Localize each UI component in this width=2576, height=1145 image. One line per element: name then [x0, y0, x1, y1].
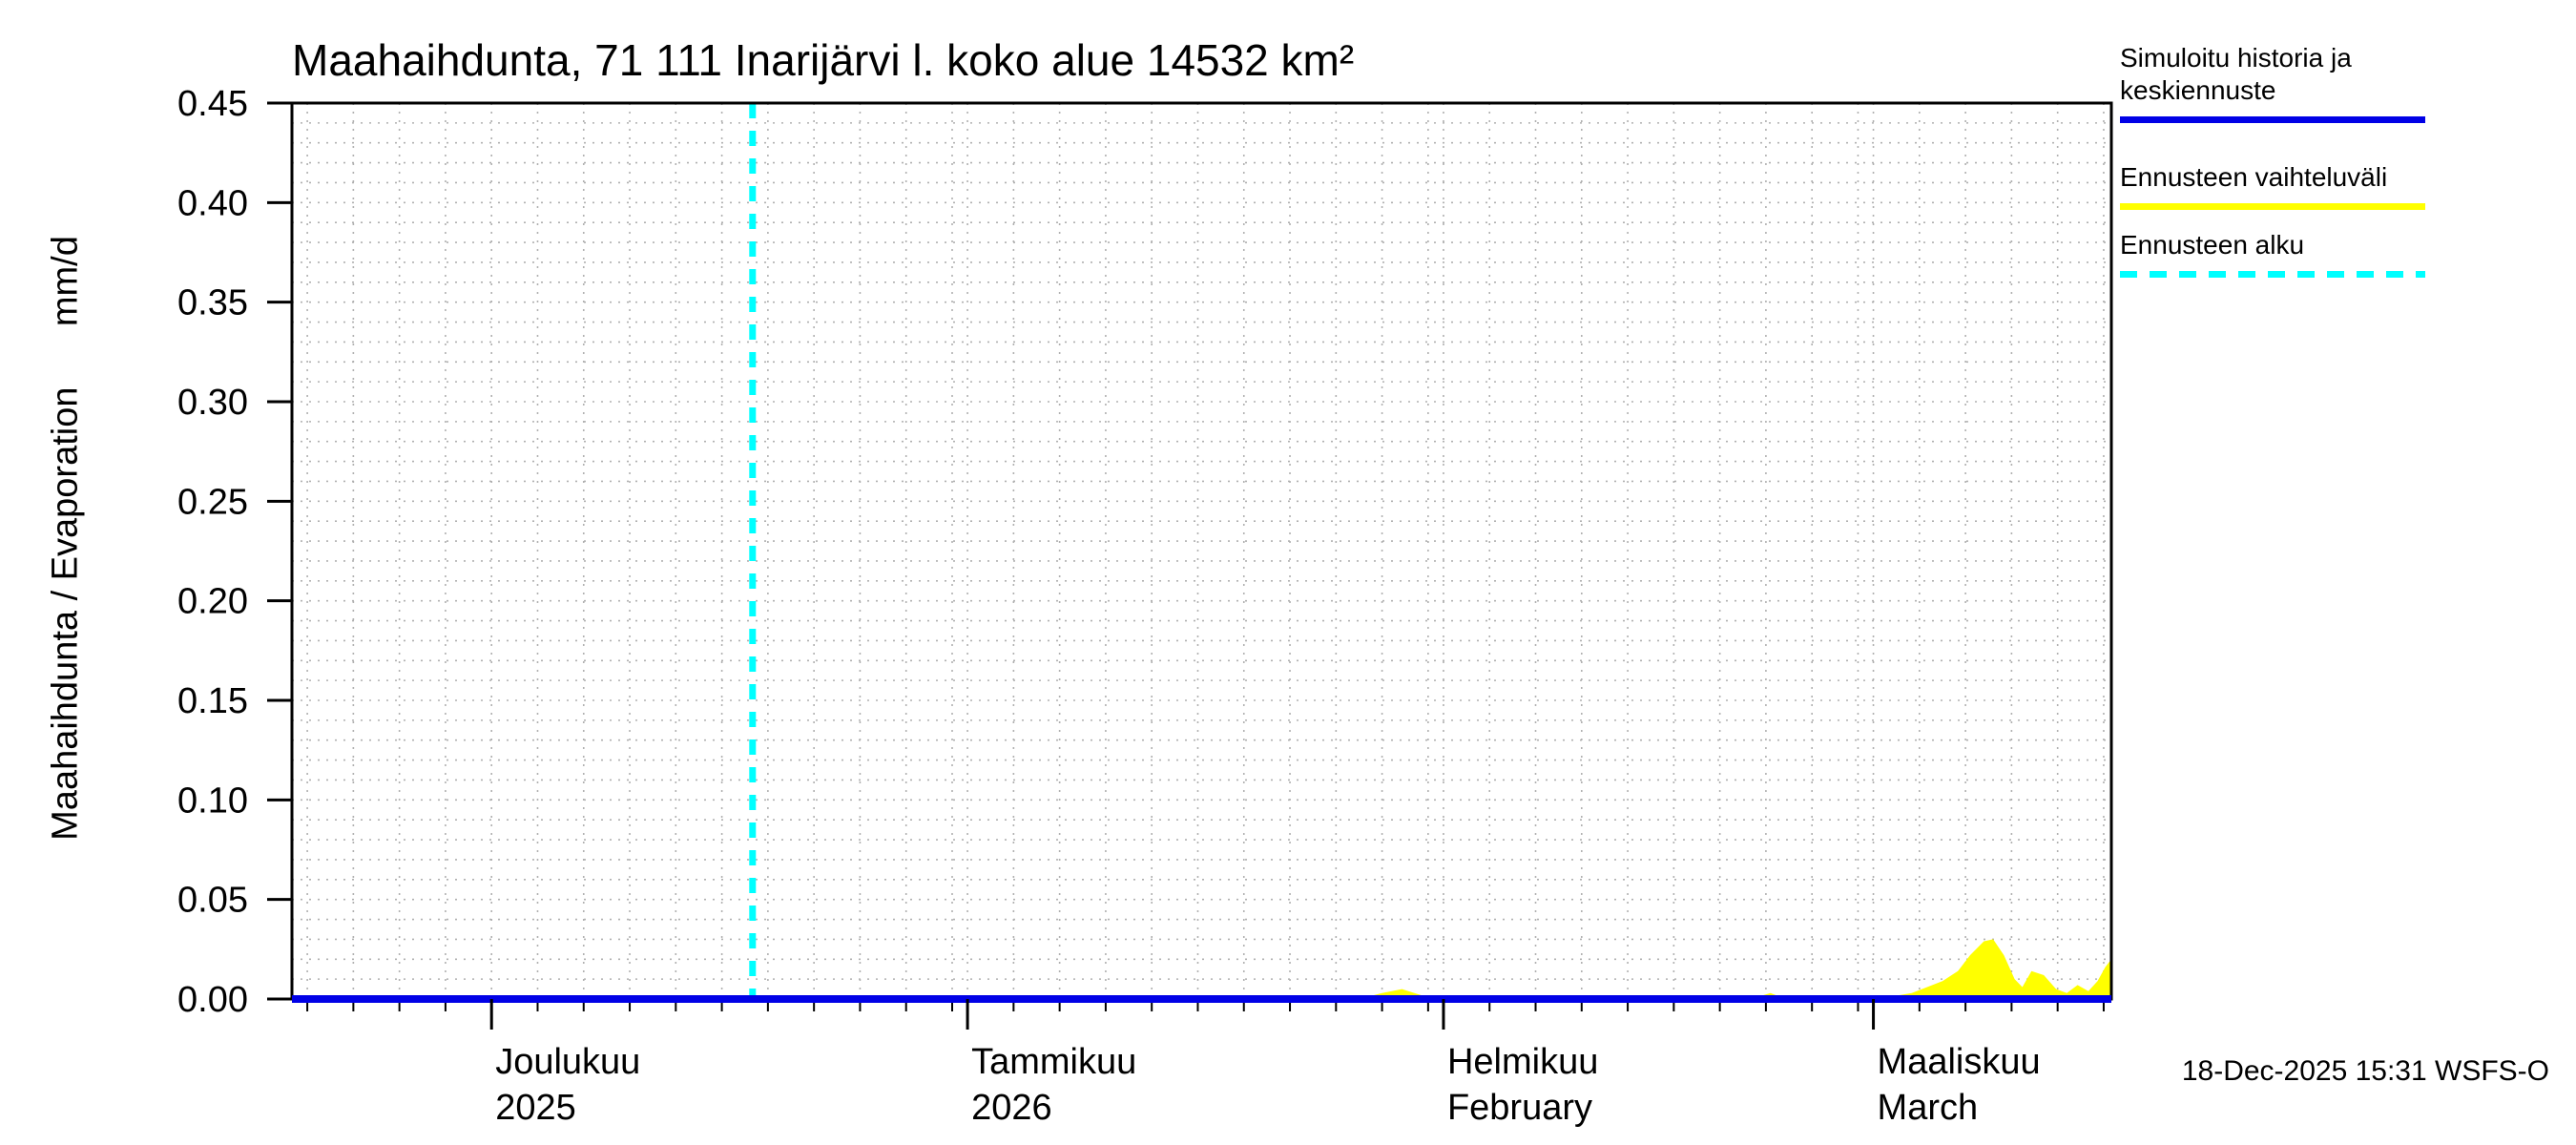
- x-month-sublabel: 2025: [495, 1088, 576, 1128]
- x-month-sublabel: February: [1447, 1088, 1592, 1128]
- x-month-labels: Joulukuu 2025 Tammikuu 2026 Helmikuu February…: [489, 999, 2041, 1128]
- x-month-label: Joulukuu: [495, 1042, 640, 1082]
- y-tick-label: 0.00: [177, 980, 248, 1020]
- legend-label-forecast-start: Ennusteen alku: [2120, 230, 2305, 260]
- legend-item-forecast-range: Ennusteen vaihteluväli: [2120, 161, 2435, 210]
- grid-horizontal: [292, 102, 2111, 980]
- x-month-label: Tammikuu: [971, 1042, 1136, 1082]
- grid-vertical: [306, 103, 2105, 999]
- x-month-label: Helmikuu: [1447, 1042, 1598, 1082]
- y-tick-label: 0.05: [177, 881, 248, 921]
- legend-item-simulated-history: Simuloitu historia ja keskiennuste: [2120, 42, 2435, 123]
- y-tick-label: 0.15: [177, 681, 248, 721]
- y-axis-label: Maahaihdunta / Evaporation mm/d: [45, 236, 86, 841]
- yellow-solid-line-swatch: [2120, 203, 2425, 210]
- x-month-sublabel: 2026: [971, 1088, 1052, 1128]
- y-tick-label: 0.45: [177, 84, 248, 124]
- y-axis-ticks-and-labels: 0.00 0.05 0.10 0.15 0.20 0.25 0.30 0.35 0.40 0.45: [177, 84, 292, 1020]
- cyan-dashed-line-swatch: [2120, 271, 2425, 278]
- forecast-range-area: [292, 939, 2111, 999]
- legend: Simuloitu historia ja keskiennuste Ennus…: [2120, 42, 2435, 278]
- legend-label-forecast-range: Ennusteen vaihteluväli: [2120, 162, 2388, 192]
- blue-solid-line-swatch: [2120, 116, 2425, 123]
- y-tick-label: 0.10: [177, 781, 248, 821]
- timestamp: 18-Dec-2025 15:31 WSFS-O: [2181, 1055, 2549, 1087]
- chart-title: Maahaihdunta, 71 111 Inarijärvi l. koko …: [292, 35, 1355, 85]
- x-month-sublabel: March: [1878, 1088, 1979, 1128]
- y-tick-label: 0.20: [177, 582, 248, 622]
- legend-label-simulated-history: Simuloitu historia ja keskiennuste: [2120, 43, 2352, 105]
- legend-item-forecast-start: Ennusteen alku: [2120, 229, 2435, 278]
- y-tick-label: 0.30: [177, 383, 248, 423]
- y-tick-label: 0.25: [177, 482, 248, 522]
- x-month-label: Maaliskuu: [1878, 1042, 2041, 1082]
- y-tick-label: 0.35: [177, 283, 248, 323]
- y-tick-label: 0.40: [177, 183, 248, 223]
- plot-frame: [290, 101, 2113, 1001]
